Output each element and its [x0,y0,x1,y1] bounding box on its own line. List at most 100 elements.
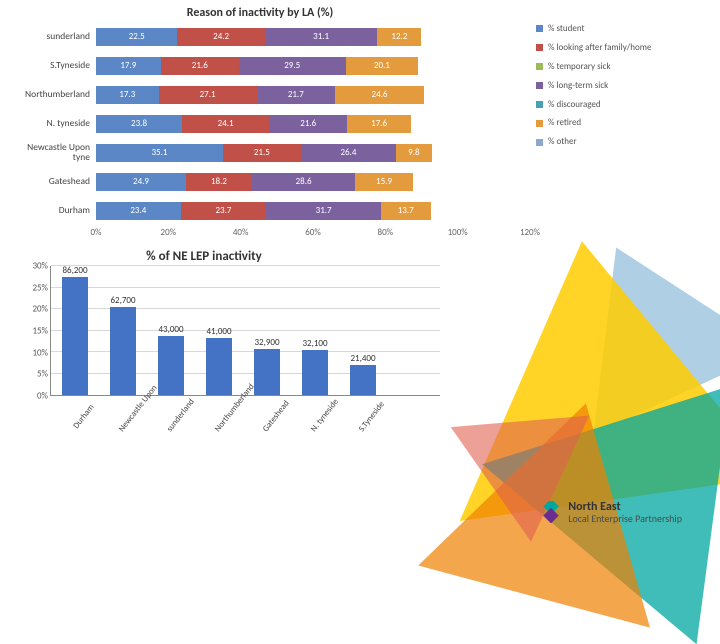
bar [254,349,280,395]
bar-row: Gateshead24.918.228.615.9 [10,169,530,194]
category-label: Gateshead [10,177,96,187]
north-east-lep-logo: North East Local Enterprise Partnership [540,501,682,524]
x-tick: 120% [520,227,540,238]
bar-segment: 24.1 [182,115,269,133]
top-chart-plot: sunderland22.524.231.112.2 S.Tyneside17.9… [10,24,530,241]
gridline [51,287,440,288]
bar-segment: 23.4 [96,202,181,220]
bar-segment: 9.8 [396,144,431,162]
x-tick: 20% [161,227,177,238]
bar [350,365,376,395]
legend-label: % discouraged [548,100,601,110]
top-chart-legend: % student % looking after family/home % te… [530,24,700,241]
bar-row: S.Tyneside17.921.629.520.1 [10,53,530,78]
bar-segment: 35.1 [96,144,223,162]
bottom-chart-plot: 86,200 62,700 43,000 41,000 32,900 32,100 21,4… [50,266,440,396]
bar [62,277,88,395]
legend-item: % long-term sick [536,81,700,91]
bar-value-label: 62,700 [110,295,135,306]
bar-value-label: 21,400 [350,353,375,364]
x-tick: 80% [378,227,394,238]
bar-column: 21,400 [347,353,379,395]
bar-row: Northumberland17.327.121.724.6 [10,82,530,107]
bar-segment: 23.8 [96,115,182,133]
legend-item: % temporary sick [536,62,700,72]
bar-track: 35.121.526.49.8 [96,144,530,162]
legend-swatch [536,120,543,127]
category-label: sunderland [10,32,96,42]
bar-segment: 24.9 [96,173,186,191]
bar-segment: 17.3 [96,86,159,104]
gridline [51,265,440,266]
bar-segment: 17.6 [347,115,411,133]
bottom-chart-title: % of NE LEP inactivity [44,249,364,264]
bar-segment: 17.9 [96,57,161,75]
legend-swatch [536,101,543,108]
bar-column: 32,900 [251,337,283,395]
bar-row: N. tyneside23.824.121.617.6 [10,111,530,136]
top-stacked-bar-chart: Reason of inactivity by LA (%) sunderlan… [0,0,720,241]
bar-row: sunderland22.524.231.112.2 [10,24,530,49]
bar [110,307,136,395]
legend-label: % retired [548,118,581,128]
legend-label: % other [548,137,577,147]
bar-value-label: 86,200 [62,265,87,276]
bar-segment: 20.1 [346,57,419,75]
bar-segment: 31.1 [265,28,377,46]
category-label: N. tyneside [10,119,96,129]
y-tick: 15% [32,326,48,337]
y-tick: 0% [37,391,48,402]
bar-segment: 12.2 [377,28,421,46]
y-tick: 5% [37,369,48,380]
bar-row: Newcastle Upon tyne35.121.526.49.8 [10,140,530,165]
legend-item: % other [536,137,700,147]
legend-item: % student [536,24,700,34]
x-label: S.Tyneside [358,403,425,465]
bar-segment: 21.7 [257,86,335,104]
legend-swatch [536,25,543,32]
bar [158,336,184,395]
category-label: Newcastle Upon tyne [10,143,96,163]
bar-segment: 27.1 [159,86,257,104]
logo-sub-text: Local Enterprise Partnership [568,512,682,525]
category-label: S.Tyneside [10,61,96,71]
x-tick: 0% [91,227,102,238]
bar-track: 23.824.121.617.6 [96,115,530,133]
logo-text: North East Local Enterprise Partnership [568,501,682,524]
bar-column: 41,000 [203,326,235,395]
bottom-bar-chart: % of NE LEP inactivity 0% 5% 10% 15% 20% 25% 3… [0,241,440,456]
x-tick: 60% [305,227,321,238]
category-label: Durham [10,206,96,216]
bottom-chart-x-axis: DurhamNewcastle Upon …sunderlandNorthumb… [50,396,440,456]
bar-segment: 26.4 [301,144,396,162]
bar [206,338,232,395]
legend-swatch [536,63,543,70]
bar-column: 32,100 [299,338,331,395]
y-tick: 20% [32,304,48,315]
legend-swatch [536,139,543,146]
legend-label: % temporary sick [548,62,611,72]
bar-segment: 21.5 [223,144,301,162]
category-label: Northumberland [10,90,96,100]
bar-track: 17.921.629.520.1 [96,57,530,75]
bar-column: 86,200 [59,265,91,395]
bar-segment: 28.6 [252,173,355,191]
y-tick: 30% [32,261,48,272]
legend-item: % retired [536,118,700,128]
bar-segment: 22.5 [96,28,177,46]
bar-segment: 23.7 [181,202,267,220]
legend-label: % looking after family/home [548,43,651,53]
bar [302,350,328,395]
bar-segment: 29.5 [239,57,346,75]
bar-segment: 24.6 [335,86,424,104]
bar-track: 22.524.231.112.2 [96,28,530,46]
y-tick: 10% [32,347,48,358]
y-tick: 25% [32,282,48,293]
legend-swatch [536,44,543,51]
bar-value-label: 43,000 [158,324,183,335]
bar-row: Durham23.423.731.713.7 [10,198,530,223]
bar-track: 23.423.731.713.7 [96,202,530,220]
bar-segment: 18.2 [186,173,252,191]
legend-label: % student [548,24,585,34]
top-chart-title: Reason of inactivity by LA (%) [70,6,450,20]
